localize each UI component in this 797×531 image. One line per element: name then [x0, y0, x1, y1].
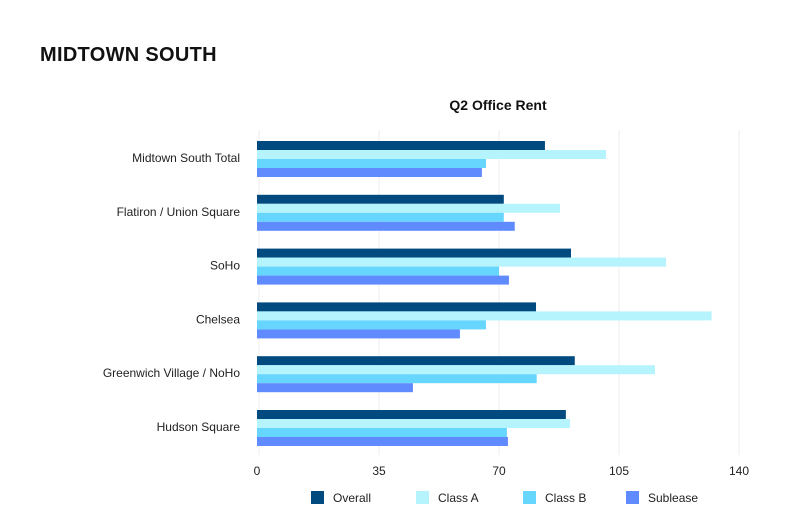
- bar-sublease: [257, 221, 515, 231]
- bar-class-b: [257, 320, 486, 330]
- bar-class-a: [257, 365, 655, 375]
- legend-swatch: [626, 491, 639, 504]
- category-label: Flatiron / Union Square: [117, 205, 241, 219]
- legend-swatch: [523, 491, 536, 504]
- x-tick-label: 70: [492, 464, 506, 478]
- bar-overall: [257, 194, 504, 204]
- bar-class-b: [257, 159, 486, 168]
- bar-sublease: [257, 437, 508, 446]
- category-label: Greenwich Village / NoHo: [103, 366, 241, 380]
- bar-class-a: [257, 257, 666, 267]
- bar-sublease: [257, 383, 413, 393]
- bar-overall: [257, 302, 537, 312]
- legend-label: Class B: [545, 491, 586, 505]
- legend-label: Class A: [438, 491, 479, 505]
- bar-class-a: [257, 150, 606, 159]
- legend-swatch: [311, 491, 324, 504]
- legend-swatch: [416, 491, 429, 504]
- bar-class-a: [257, 203, 561, 213]
- page-title: MIDTOWN SOUTH: [40, 44, 217, 66]
- x-tick-label: 35: [372, 464, 386, 478]
- bar-sublease: [257, 275, 509, 285]
- bar-class-a: [257, 311, 712, 321]
- bar-class-b: [257, 212, 504, 222]
- legend-label: Sublease: [648, 491, 698, 505]
- category-label: Chelsea: [196, 312, 240, 326]
- bar-overall: [257, 356, 575, 366]
- category-label: SoHo: [210, 259, 240, 273]
- bar-class-b: [257, 428, 507, 437]
- category-label: Midtown South Total: [132, 151, 240, 165]
- bar-class-b: [257, 374, 537, 384]
- category-label: Hudson Square: [157, 420, 241, 434]
- x-tick-label: 105: [609, 464, 629, 478]
- bar-class-a: [257, 419, 570, 428]
- bar-sublease: [257, 329, 460, 339]
- x-tick-label: 0: [254, 464, 261, 478]
- bar-overall: [257, 141, 545, 150]
- legend-label: Overall: [333, 491, 371, 505]
- chart-title: Q2 Office Rent: [449, 97, 547, 113]
- bar-overall: [257, 248, 571, 258]
- bar-overall: [257, 410, 566, 419]
- bar-sublease: [257, 168, 482, 177]
- x-tick-label: 140: [729, 464, 749, 478]
- bar-class-b: [257, 266, 499, 276]
